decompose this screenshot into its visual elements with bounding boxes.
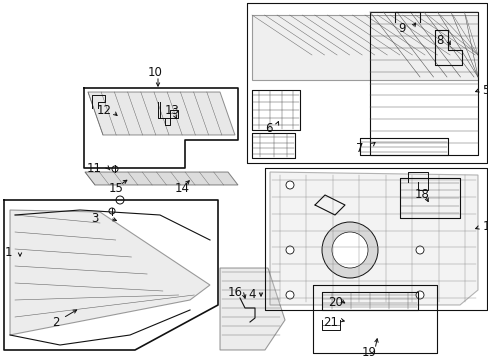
Text: 13: 13 [164, 104, 180, 117]
Text: 5: 5 [481, 84, 488, 96]
Polygon shape [269, 172, 477, 305]
Text: 18: 18 [414, 189, 429, 202]
Circle shape [331, 232, 367, 268]
Text: 6: 6 [264, 122, 272, 135]
Polygon shape [10, 210, 209, 335]
Text: 20: 20 [327, 296, 342, 309]
Text: 19: 19 [361, 346, 376, 359]
Text: 9: 9 [397, 22, 405, 35]
Text: 11: 11 [87, 162, 102, 175]
Text: 8: 8 [435, 33, 443, 46]
Circle shape [285, 246, 293, 254]
Polygon shape [220, 268, 285, 350]
Circle shape [109, 208, 115, 214]
Text: 12: 12 [97, 104, 112, 117]
Text: 21: 21 [323, 315, 337, 328]
Circle shape [415, 291, 423, 299]
Text: 10: 10 [148, 66, 163, 78]
Polygon shape [85, 172, 238, 185]
Text: 17: 17 [482, 220, 488, 234]
Text: 7: 7 [355, 141, 363, 154]
Text: 1: 1 [5, 246, 13, 258]
Text: 4: 4 [247, 288, 255, 302]
Text: 14: 14 [175, 181, 190, 194]
Polygon shape [88, 92, 235, 135]
Circle shape [116, 196, 124, 204]
Text: 3: 3 [91, 211, 98, 225]
Circle shape [321, 222, 377, 278]
Text: 15: 15 [109, 181, 123, 194]
Text: 16: 16 [227, 287, 243, 300]
Circle shape [415, 246, 423, 254]
Text: 2: 2 [52, 315, 60, 328]
Circle shape [112, 166, 118, 172]
Polygon shape [251, 15, 477, 80]
Circle shape [285, 181, 293, 189]
Circle shape [285, 291, 293, 299]
